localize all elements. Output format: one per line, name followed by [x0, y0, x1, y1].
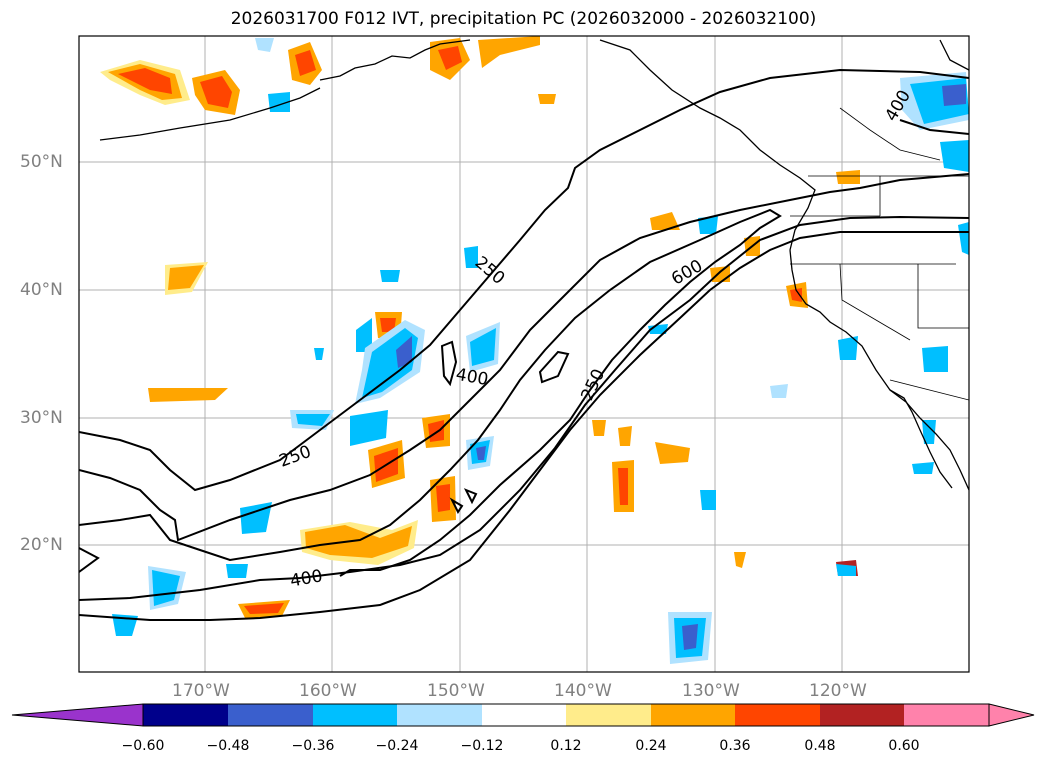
colorbar-segment: [143, 704, 228, 726]
contour-label: 400: [289, 566, 324, 591]
colorbar-segment: [397, 704, 482, 726]
lat-label-40n: 40°N: [20, 280, 63, 300]
colorbar-tick: −0.36: [291, 738, 335, 754]
colorbar-segment: [313, 704, 397, 726]
contour-label: 250: [277, 442, 314, 472]
lon-label-150w: 150°W: [427, 681, 485, 701]
colorbar-segment: [228, 704, 313, 726]
colorbar-segment: [482, 704, 566, 726]
lat-label-20n: 20°N: [20, 535, 63, 555]
graticule: [79, 36, 969, 672]
lon-label-130w: 130°W: [682, 681, 740, 701]
colorbar-over-arrow: [988, 703, 1035, 727]
colorbar-tick: 0.36: [719, 738, 751, 754]
colorbar-tick: −0.60: [121, 738, 165, 754]
colorbar-tick: 0.48: [804, 738, 836, 754]
colorbar-segment: [651, 704, 735, 726]
map-plot-area: 250 400 600 250 400 250 400: [79, 36, 969, 672]
lon-label-140w: 140°W: [554, 681, 612, 701]
lat-label-30n: 30°N: [20, 408, 63, 428]
colorbar-tick: −0.48: [206, 738, 250, 754]
colorbar-segment: [735, 704, 820, 726]
lat-label-50n: 50°N: [20, 152, 63, 172]
colorbar: [11, 703, 1035, 727]
colorbar-tick: 0.12: [550, 738, 582, 754]
borders: [790, 107, 969, 401]
contour-labels: 250 400 600 250 400 250 400: [277, 87, 915, 592]
precipitation-shading: [100, 36, 969, 664]
colorbar-segment: [820, 704, 904, 726]
map-title: 2026031700 F012 IVT, precipitation PC (2…: [230, 9, 817, 29]
map-frame: [78, 35, 970, 673]
colorbar-tick: −0.12: [460, 738, 504, 754]
colorbar-segment: [904, 704, 989, 726]
lon-label-160w: 160°W: [299, 681, 357, 701]
colorbar-segment: [566, 704, 651, 726]
lon-label-120w: 120°W: [809, 681, 867, 701]
colorbar-tick: 0.24: [635, 738, 667, 754]
lon-label-170w: 170°W: [172, 681, 230, 701]
colorbar-under-arrow: [11, 703, 144, 727]
colorbar-tick: 0.60: [888, 738, 920, 754]
coastlines: [99, 39, 969, 491]
ivt-contours: [79, 68, 969, 621]
colorbar-tick: −0.24: [375, 738, 419, 754]
